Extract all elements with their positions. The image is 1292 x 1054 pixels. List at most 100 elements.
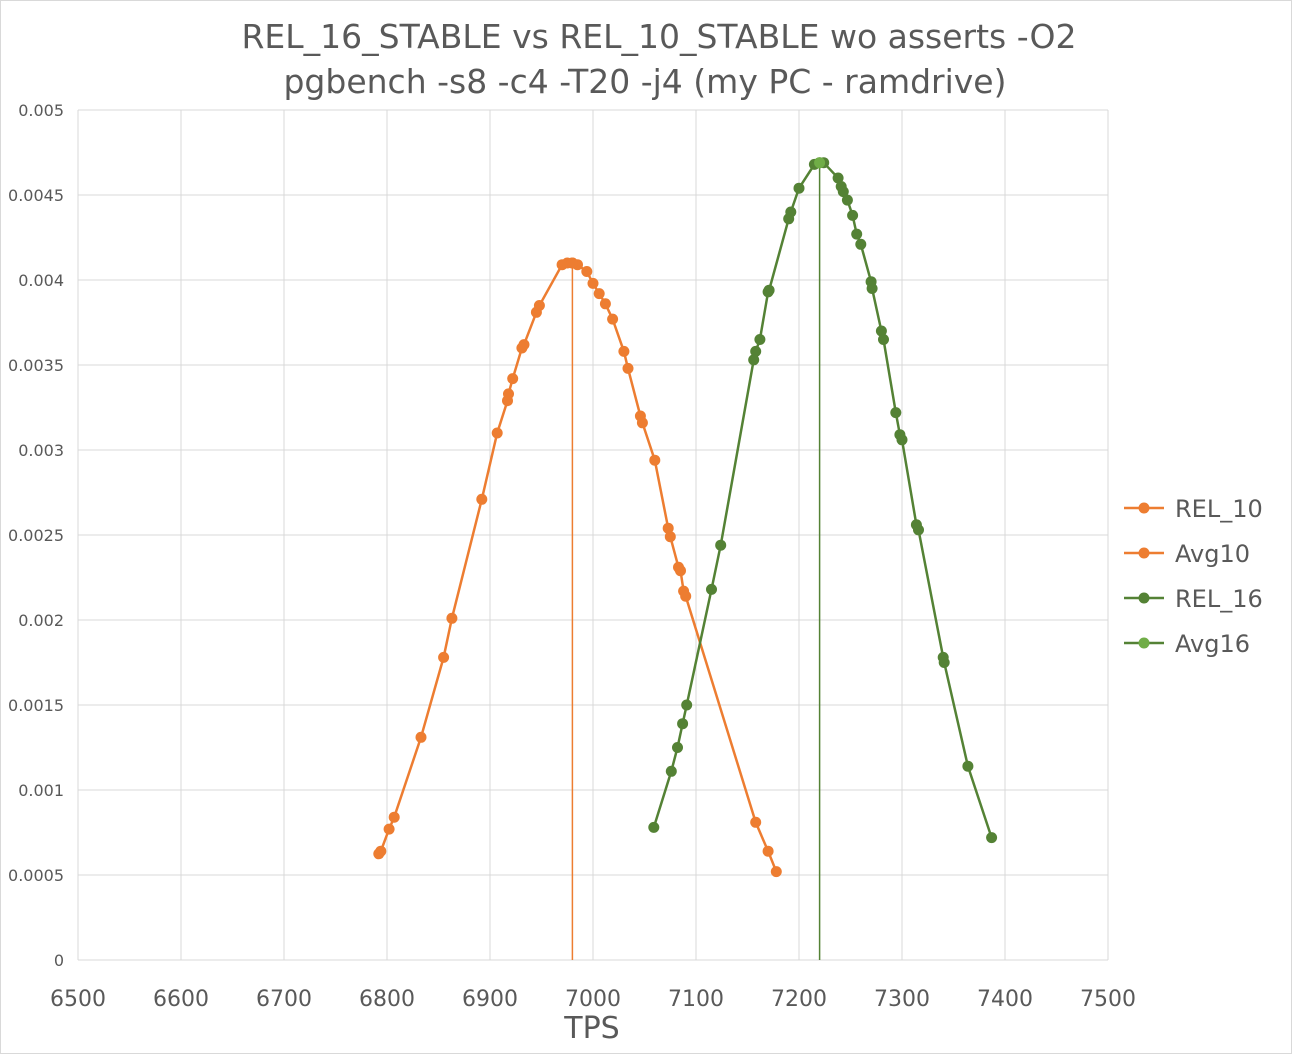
- data-point: [664, 531, 676, 543]
- data-point: [593, 288, 605, 300]
- legend-marker: [1138, 592, 1150, 604]
- legend-item: Avg16: [1124, 630, 1250, 658]
- data-point: [415, 731, 427, 743]
- data-point: [754, 334, 766, 345]
- data-point: [649, 454, 661, 466]
- data-point: [855, 238, 867, 250]
- y-tick-label: 0.0005: [8, 866, 64, 885]
- data-point: [841, 194, 853, 206]
- data-point: [518, 339, 530, 351]
- series-avg16: [814, 157, 826, 960]
- y-tick-label: 0.005: [18, 101, 64, 120]
- data-point: [832, 172, 844, 184]
- data-point: [793, 182, 805, 194]
- data-point: [847, 209, 859, 221]
- data-point: [748, 354, 760, 366]
- x-tick-label: 7200: [771, 987, 827, 1012]
- data-point: [648, 821, 660, 833]
- data-point: [706, 583, 717, 595]
- data-point: [750, 345, 762, 357]
- y-tick-label: 0.0025: [8, 526, 64, 545]
- series-avg10: [566, 257, 578, 960]
- data-point: [715, 539, 727, 551]
- x-tick-label: 6800: [359, 987, 415, 1012]
- y-tick-label: 0.003: [18, 441, 64, 460]
- data-point: [533, 300, 545, 311]
- data-point: [375, 845, 387, 857]
- legend-label: REL_10: [1175, 495, 1263, 523]
- legend-marker: [1138, 637, 1150, 649]
- data-point: [878, 334, 889, 345]
- legend-label: Avg10: [1175, 540, 1250, 568]
- legend-item: Avg10: [1124, 540, 1250, 568]
- legend-marker: [1138, 502, 1150, 514]
- data-point: [446, 612, 458, 624]
- gridlines: [77, 109, 1109, 961]
- data-point: [636, 417, 648, 429]
- data-point: [607, 313, 619, 325]
- x-tick-label: 6600: [153, 987, 209, 1012]
- chart-title-line-1: REL_16_STABLE vs REL_10_STABLE wo assert…: [241, 17, 1076, 56]
- legend: REL_10 Avg10 REL_16 Avg16: [1124, 495, 1263, 658]
- data-point: [896, 434, 908, 446]
- data-point: [507, 373, 519, 385]
- legend-label: Avg16: [1175, 630, 1250, 658]
- data-point: [890, 407, 902, 419]
- data-point: [388, 811, 400, 823]
- data-point: [665, 765, 677, 777]
- y-tick-label: 0.0015: [8, 696, 64, 715]
- legend-item: REL_16: [1124, 585, 1263, 613]
- x-tick-label: 6900: [462, 987, 518, 1012]
- x-tick-label: 6500: [50, 987, 106, 1012]
- data-point: [476, 493, 488, 505]
- data-point: [566, 257, 578, 269]
- data-point: [750, 816, 762, 828]
- x-tick-label: 7300: [874, 987, 930, 1012]
- data-point: [866, 283, 878, 294]
- data-point: [662, 522, 674, 534]
- chart-title-line-2: pgbench -s8 -c4 -T20 -j4 (my PC - ramdri…: [283, 62, 1006, 101]
- data-point: [618, 345, 630, 357]
- y-tick-label: 0.0035: [8, 356, 64, 375]
- x-tick-label: 7100: [668, 987, 724, 1012]
- x-axis-label: TPS: [563, 1011, 619, 1046]
- legend-item: REL_10: [1124, 495, 1263, 523]
- data-point: [491, 427, 503, 439]
- legend-marker: [1138, 547, 1150, 559]
- data-point: [503, 388, 514, 400]
- legend-label: REL_16: [1175, 585, 1263, 613]
- data-point: [770, 866, 782, 878]
- data-point: [599, 298, 611, 310]
- data-point: [622, 362, 634, 374]
- data-point: [762, 845, 774, 857]
- data-point: [581, 266, 593, 277]
- data-point: [383, 823, 395, 835]
- data-point: [675, 565, 686, 577]
- data-point: [875, 325, 887, 337]
- plot-area: [373, 157, 998, 960]
- data-point: [938, 657, 950, 668]
- y-tick-label: 0.004: [18, 271, 64, 290]
- data-point: [681, 699, 693, 711]
- data-point: [913, 524, 924, 536]
- data-point: [438, 651, 450, 663]
- data-point: [763, 284, 775, 296]
- y-tick-label: 0.002: [18, 611, 64, 630]
- data-point: [962, 760, 974, 772]
- data-point: [587, 277, 599, 289]
- x-tick-label: 7500: [1080, 987, 1136, 1012]
- x-tick-label: 6700: [256, 987, 312, 1012]
- x-tick-label: 7000: [565, 987, 621, 1012]
- y-tick-label: 0.0045: [8, 186, 64, 205]
- axes: 0 0.0005 0.001 0.0015 0.002 0.0025 0.003 0.0035…: [8, 101, 1136, 1012]
- y-tick-label: 0: [54, 951, 64, 970]
- data-point: [785, 206, 797, 218]
- data-point: [672, 742, 683, 753]
- data-point: [680, 590, 692, 602]
- data-point: [851, 228, 863, 240]
- data-point: [986, 832, 998, 844]
- series-rel-16: [648, 157, 998, 844]
